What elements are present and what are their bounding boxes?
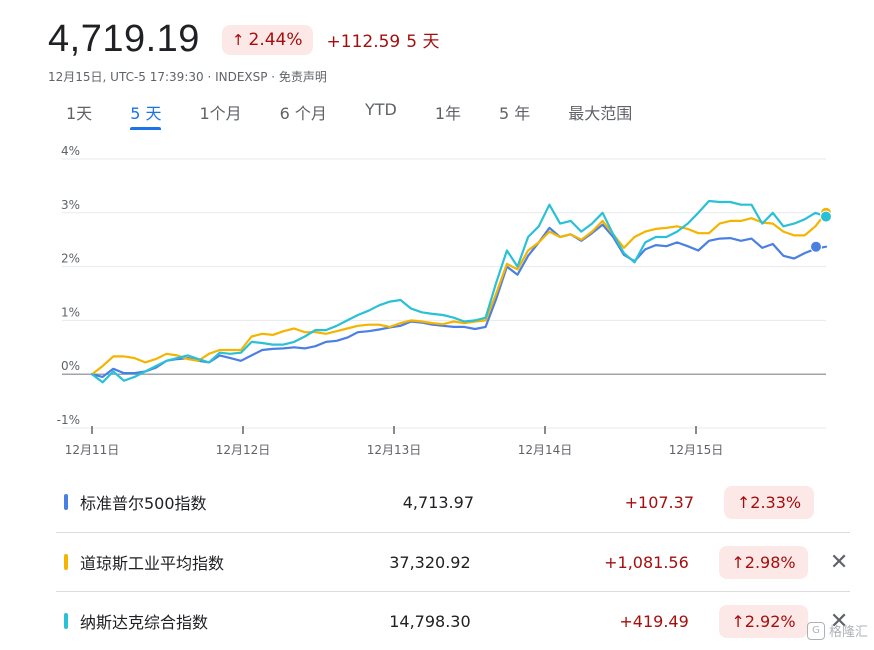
watermark-icon: G xyxy=(806,621,825,640)
quote-meta: 12月15日, UTC-5 17:39:30 · INDEXSP · 免责声明 xyxy=(48,70,327,84)
remove-index-icon[interactable]: ✕ xyxy=(829,549,849,575)
arrow-up-icon: ↑ xyxy=(231,30,245,49)
sp500-line xyxy=(90,223,828,378)
index-row-dow[interactable]: 道琼斯工业平均指数 37,320.92 +1,081.56 ↑2.98% ✕ xyxy=(56,532,850,591)
tab-1d[interactable]: 1天 xyxy=(66,104,93,123)
index-name: 道琼斯工业平均指数 xyxy=(79,554,224,573)
nasdaq-color-swatch xyxy=(64,613,68,629)
range-tabs: 1天 5 天 1个月 6 个月 YTD 1年 5 年 最大范围 xyxy=(66,100,670,130)
tab-5d[interactable]: 5 天 xyxy=(130,100,162,130)
index-percent-badge: ↑2.98% xyxy=(718,545,809,579)
percent-change-value: 2.44% xyxy=(248,29,303,50)
price-chart[interactable]: 4% 3% 2% 1% 0% -1% 12月11日 12月12日 12月13日 12月14日 12月… xyxy=(0,140,874,470)
x-tick-label: 12月14日 xyxy=(518,443,573,457)
index-value: 37,320.92 xyxy=(389,552,471,572)
y-tick-label: 3% xyxy=(61,198,80,212)
dow-line xyxy=(90,211,828,376)
tab-ytd[interactable]: YTD xyxy=(364,100,397,119)
tab-1y[interactable]: 1年 xyxy=(434,104,461,123)
x-tick-label: 12月12日 xyxy=(216,443,271,457)
watermark-logo: G 格隆汇 xyxy=(806,621,868,640)
index-percent-badge: ↑2.33% xyxy=(724,485,814,519)
y-tick-label: -1% xyxy=(57,413,80,427)
x-tick-label: 12月11日 xyxy=(65,443,120,457)
y-tick-label: 2% xyxy=(61,252,80,266)
tab-max[interactable]: 最大范围 xyxy=(568,104,633,123)
index-name: 纳斯达克综合指数 xyxy=(79,613,208,632)
index-row-nasdaq[interactable]: 纳斯达克综合指数 14,798.30 +419.49 ↑2.92% ✕ xyxy=(56,591,850,650)
tab-1m[interactable]: 1个月 xyxy=(199,104,242,123)
index-value: 14,798.30 xyxy=(389,611,471,631)
index-row-sp500[interactable]: 标准普尔500指数 4,713.97 +107.37 ↑2.33% xyxy=(56,473,850,531)
x-tick-label: 12月13日 xyxy=(367,443,422,457)
sp500-color-swatch xyxy=(64,494,68,510)
nasdaq-endpoint xyxy=(820,210,832,223)
price-header: 4,719.19 ↑ 2.44% +112.59 5 天 xyxy=(48,18,439,61)
y-tick-label: 4% xyxy=(61,144,80,158)
index-name: 标准普尔500指数 xyxy=(80,494,207,513)
y-tick-label: 1% xyxy=(61,305,80,319)
nasdaq-line xyxy=(90,199,828,384)
x-tick-label: 12月15日 xyxy=(669,443,724,457)
index-change: +419.49 xyxy=(619,611,689,631)
dow-color-swatch xyxy=(64,554,68,570)
index-change: +107.37 xyxy=(624,492,694,512)
current-price: 4,719.19 xyxy=(48,18,200,60)
watermark-text: 格隆汇 xyxy=(828,625,868,640)
index-percent-badge: ↑2.92% xyxy=(718,604,809,638)
change-period: 5 天 xyxy=(406,32,440,52)
remove-index-icon[interactable]: ✕ xyxy=(829,608,849,634)
change-value: +112.59 xyxy=(326,32,401,52)
tab-5y[interactable]: 5 年 xyxy=(499,104,531,123)
percent-change-badge: ↑ 2.44% xyxy=(221,24,313,55)
absolute-change: +112.59 5 天 xyxy=(327,27,440,52)
y-tick-label: 0% xyxy=(61,359,80,373)
index-value: 4,713.97 xyxy=(402,492,474,512)
index-change: +1,081.56 xyxy=(604,552,689,572)
tab-6m[interactable]: 6 个月 xyxy=(279,104,327,123)
sp500-endpoint xyxy=(810,240,822,253)
